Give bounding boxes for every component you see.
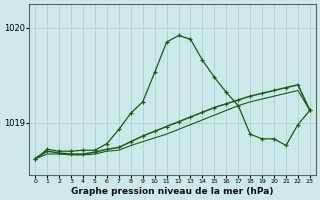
X-axis label: Graphe pression niveau de la mer (hPa): Graphe pression niveau de la mer (hPa) [71,187,274,196]
